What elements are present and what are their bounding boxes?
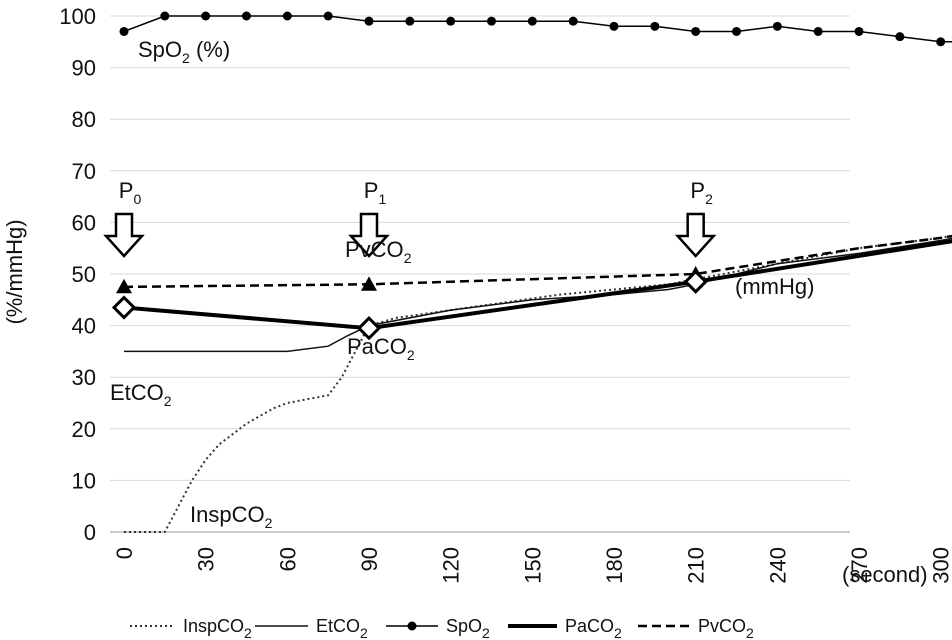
mmhg-annotation: (mmHg) xyxy=(735,274,814,299)
series-spo2 xyxy=(119,11,952,47)
y-tick-label: 70 xyxy=(72,159,96,184)
arrow-p1: P1 xyxy=(348,178,390,258)
spo2-point xyxy=(487,16,496,26)
et-line xyxy=(124,237,952,353)
x-tick-label: 150 xyxy=(520,547,545,584)
arrow-label-p1: P1 xyxy=(364,178,387,207)
arrow-p2: P2 xyxy=(674,178,717,258)
spo2-point xyxy=(732,26,741,36)
x-axis-ticks: 0306090120150180210240270300330360 xyxy=(112,547,952,584)
y-tick-label: 80 xyxy=(72,107,96,132)
arrow-label-p2: P2 xyxy=(690,178,713,207)
x-tick-label: 60 xyxy=(275,547,300,571)
y-tick-label: 0 xyxy=(84,520,96,545)
spo2-point xyxy=(568,16,578,26)
paco2-annotation: PaCO2 xyxy=(347,334,415,363)
spo2-point xyxy=(119,26,129,36)
spo2-line xyxy=(123,15,952,43)
y-tick-label: 10 xyxy=(72,468,96,493)
annotations-group: SpO2 (%) PvCO2 PaCO2 EtCO2 InspCO2 (mmHg) xyxy=(110,37,814,531)
pv-line xyxy=(123,234,952,289)
x-tick-label: 0 xyxy=(112,547,137,559)
x-tick-label: 210 xyxy=(684,547,709,584)
spo2-point xyxy=(364,16,374,26)
y-tick-label: 90 xyxy=(72,56,96,81)
pvco2-point xyxy=(361,276,377,291)
x-tick-label: 30 xyxy=(194,547,219,571)
legend-item-pa: PaCO2 xyxy=(508,616,622,640)
x-tick-label: 270 xyxy=(847,547,872,584)
y-tick-label: 40 xyxy=(72,314,96,339)
y-tick-label: 20 xyxy=(72,417,96,442)
pa-line xyxy=(123,239,952,331)
pvco2-annotation: PvCO2 xyxy=(345,237,412,266)
legend-marker xyxy=(407,621,417,631)
x-axis-title: (second) xyxy=(842,562,928,587)
legend-item-et: EtCO2 xyxy=(255,616,368,640)
gridlines xyxy=(110,15,850,481)
spo2-point xyxy=(936,37,946,47)
series-pv xyxy=(116,234,952,294)
legend-label-spo2: SpO2 xyxy=(446,616,490,640)
spo2-point xyxy=(609,21,619,31)
spo2-point xyxy=(242,11,251,21)
spo2-point xyxy=(691,26,701,36)
spo2-point xyxy=(405,16,415,26)
legend-item-pv: PvCO2 xyxy=(638,616,754,640)
pvco2-point xyxy=(116,278,132,294)
spo2-point xyxy=(650,21,660,31)
y-tick-label: 50 xyxy=(72,262,96,287)
x-tick-label: 240 xyxy=(765,547,790,584)
spo2-point xyxy=(323,11,333,21)
paco2-point xyxy=(356,316,382,341)
series-group xyxy=(111,11,952,533)
series-pa xyxy=(111,239,952,341)
spo2-point xyxy=(895,32,905,42)
spo2-point xyxy=(813,26,823,36)
y-tick-label: 60 xyxy=(72,210,96,235)
paco2-point xyxy=(111,295,137,320)
down-arrow-icon xyxy=(348,212,390,258)
x-tick-label: 120 xyxy=(439,547,464,584)
legend-item-insp: InspCO2 xyxy=(130,616,252,640)
legend-item-spo2: SpO2 xyxy=(386,616,490,640)
spo2-point xyxy=(201,11,211,21)
etco2-annotation: EtCO2 xyxy=(110,380,172,409)
spo2-point xyxy=(446,16,456,26)
paco2-point xyxy=(683,269,708,294)
spo2-point xyxy=(282,11,292,21)
series-et xyxy=(124,237,952,353)
x-tick-label: 90 xyxy=(357,547,382,571)
legend-label-insp: InspCO2 xyxy=(183,616,252,640)
down-arrow-icon xyxy=(103,212,145,258)
spo2-point xyxy=(160,11,170,21)
legend-label-et: EtCO2 xyxy=(316,616,368,640)
x-tick-label: 180 xyxy=(602,547,627,584)
down-arrow-icon xyxy=(674,212,717,258)
legend-label-pa: PaCO2 xyxy=(565,616,622,640)
y-axis-title: (%/mmHg) xyxy=(2,219,27,324)
y-tick-label: 30 xyxy=(72,365,96,390)
x-tick-label: 300 xyxy=(929,547,952,584)
arrows-group: P0P1P2P3 xyxy=(103,178,717,258)
y-axis-ticks: 0 10 20 30 40 50 60 70 80 90 100 xyxy=(59,4,96,545)
arrow-label-p0: P0 xyxy=(119,178,142,207)
spo2-annotation: SpO2 (%) xyxy=(138,37,230,66)
spo2-point xyxy=(772,21,782,31)
spo2-point xyxy=(854,26,864,36)
legend-label-pv: PvCO2 xyxy=(698,616,754,640)
legend: InspCO2 EtCO2 SpO2 PaCO2 PvCO2 xyxy=(130,616,754,640)
inspco2-annotation: InspCO2 xyxy=(190,502,273,531)
arrow-p0: P0 xyxy=(103,178,145,258)
spo2-point xyxy=(527,16,537,26)
y-tick-label: 100 xyxy=(59,4,96,29)
